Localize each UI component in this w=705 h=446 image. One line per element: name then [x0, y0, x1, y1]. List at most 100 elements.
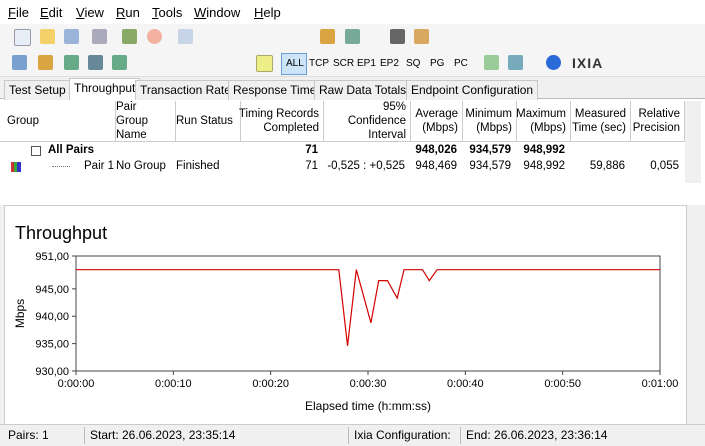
- table-cell: -0,525 : +0,525: [327, 160, 405, 172]
- table-cell: 948,992: [523, 160, 565, 172]
- tree-line: [52, 166, 70, 167]
- x-tick-label: 0:01:00: [642, 378, 679, 390]
- table-cell: 948,992: [523, 144, 565, 156]
- x-tick-label: 0:00:50: [544, 378, 581, 390]
- table-cell: 934,579: [469, 160, 511, 172]
- x-tick-label: 0:00:00: [58, 378, 95, 390]
- y-tick-label: 945,00: [35, 284, 69, 296]
- table-cell: 0,055: [650, 160, 679, 172]
- menu-item[interactable]: Run: [116, 5, 140, 20]
- column-header[interactable]: 95% Confidence Interval: [324, 101, 411, 141]
- x-tick-label: 0:00:10: [155, 378, 192, 390]
- column-header[interactable]: Minimum (Mbps): [463, 101, 517, 141]
- protocol-button[interactable]: ALL: [286, 58, 304, 69]
- icon[interactable]: [64, 55, 79, 70]
- status-text: Pairs: 1: [8, 428, 49, 442]
- table-cell: 59,886: [589, 160, 625, 172]
- protocol-button[interactable]: PC: [454, 58, 468, 69]
- icon[interactable]: [112, 55, 127, 70]
- y-axis-label: Mbps: [13, 299, 27, 328]
- status-separator: [348, 427, 349, 444]
- selected-button[interactable]: [281, 53, 307, 75]
- table-cell: 948,469: [415, 160, 457, 172]
- y-tick-label: 940,00: [35, 311, 69, 323]
- brand-logo: IXIA: [572, 55, 604, 71]
- icon[interactable]: [88, 55, 103, 70]
- table-cell: 934,579: [469, 144, 511, 156]
- icon[interactable]: [12, 55, 27, 70]
- tab[interactable]: Test Setup: [4, 80, 71, 100]
- column-header[interactable]: Run Status: [173, 101, 241, 141]
- icon[interactable]: [320, 29, 335, 44]
- protocol-button[interactable]: EP1: [357, 58, 376, 69]
- protocol-button[interactable]: EP2: [380, 58, 399, 69]
- tab[interactable]: Raw Data Totals: [314, 80, 412, 100]
- table-cell: No Group: [116, 160, 166, 172]
- column-header[interactable]: Measured Time (sec): [571, 101, 631, 141]
- tab[interactable]: Throughput: [69, 78, 141, 100]
- chart-title: Throughput: [15, 223, 107, 243]
- menu-item[interactable]: Window: [194, 5, 241, 20]
- icon[interactable]: [345, 29, 360, 44]
- scrollbar[interactable]: [685, 101, 701, 183]
- status-separator: [460, 427, 461, 444]
- chart-panel: Throughput 930,00 935,00 940,00 945,00 951,00…: [4, 205, 687, 426]
- icon[interactable]: [147, 29, 162, 44]
- tab[interactable]: Endpoint Configuration: [406, 80, 539, 100]
- header-divider: [0, 141, 685, 142]
- icon[interactable]: [40, 29, 55, 44]
- protocol-button[interactable]: PG: [430, 58, 445, 69]
- chart: Throughput 930,00 935,00 940,00 945,00 951,00…: [13, 223, 679, 413]
- tab[interactable]: Response Time: [228, 80, 322, 100]
- menu-item[interactable]: View: [76, 5, 104, 20]
- status-separator: [84, 427, 85, 444]
- icon[interactable]: [546, 55, 561, 70]
- column-header[interactable]: Timing Records Completed: [238, 101, 324, 141]
- pair-icon: [11, 162, 21, 172]
- icon[interactable]: [178, 29, 193, 44]
- icon[interactable]: [38, 55, 53, 70]
- column-header[interactable]: Average (Mbps): [411, 101, 463, 141]
- data-line: [76, 269, 660, 346]
- table-cell: 71: [305, 144, 318, 156]
- icon[interactable]: [414, 29, 429, 44]
- tab[interactable]: Transaction Rate: [135, 80, 236, 100]
- status-text: Start: 26.06.2023, 23:35:14: [90, 428, 236, 442]
- icon[interactable]: [390, 29, 405, 44]
- column-header[interactable]: Relative Precision: [631, 101, 685, 141]
- table-cell: Pair 1: [84, 160, 115, 172]
- column-header[interactable]: Pair Group Name: [113, 101, 176, 141]
- expand-box: [31, 146, 41, 156]
- protocol-button[interactable]: TCP: [309, 58, 329, 69]
- icon[interactable]: [64, 29, 79, 44]
- table-cell: 71: [305, 160, 318, 172]
- icon[interactable]: [122, 29, 137, 44]
- column-header[interactable]: Maximum (Mbps): [516, 101, 571, 141]
- icon[interactable]: [508, 55, 523, 70]
- y-tick-label: 935,00: [35, 339, 69, 351]
- table-cell: Finished: [176, 160, 220, 172]
- menu-item[interactable]: Edit: [40, 5, 63, 20]
- status-text: Ixia Configuration:: [354, 428, 451, 442]
- x-tick-label: 0:00:30: [350, 378, 387, 390]
- y-tick-label: 951,00: [35, 251, 69, 263]
- protocol-button[interactable]: SCR: [333, 58, 355, 69]
- menu-bar: [0, 0, 705, 24]
- status-text: End: 26.06.2023, 23:36:14: [466, 428, 608, 442]
- x-axis-label: Elapsed time (h:mm:ss): [305, 399, 431, 413]
- column-header[interactable]: Group: [4, 101, 116, 141]
- plot-area: [75, 255, 661, 372]
- toolbar: [0, 24, 705, 77]
- icon[interactable]: [484, 55, 499, 70]
- menu-item[interactable]: Tools: [152, 5, 183, 20]
- status-bar: [0, 424, 705, 446]
- menu-item[interactable]: Help: [254, 5, 281, 20]
- menu-item[interactable]: File: [8, 5, 29, 20]
- table-cell: All Pairs: [48, 144, 95, 156]
- protocol-button[interactable]: SQ: [406, 58, 421, 69]
- icon[interactable]: [256, 55, 273, 72]
- icon[interactable]: [14, 29, 31, 46]
- icon[interactable]: [92, 29, 107, 44]
- y-tick-label: 930,00: [35, 366, 69, 378]
